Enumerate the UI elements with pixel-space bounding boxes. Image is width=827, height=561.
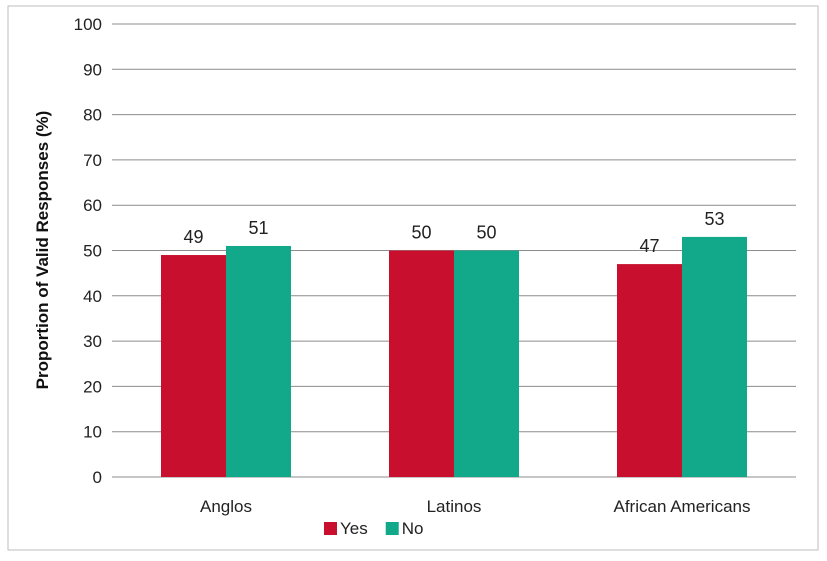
y-tick-label: 100: [74, 15, 102, 34]
legend-swatch-no: [385, 522, 399, 535]
category-labels: Anglos Latinos African Americans: [200, 497, 750, 516]
bars: [161, 236, 747, 477]
y-tick-label: 50: [83, 242, 102, 261]
legend: Yes No: [324, 519, 423, 538]
data-label: 51: [248, 218, 268, 238]
data-label: 50: [476, 223, 496, 243]
bar-yes: [617, 264, 682, 477]
y-tick-labels: 0 10 20 30 40 50 60 70 80 90 100: [74, 15, 102, 487]
y-tick-label: 10: [83, 423, 102, 442]
y-tick-label: 40: [83, 287, 102, 306]
bar-yes: [161, 255, 226, 477]
y-tick-label: 60: [83, 196, 102, 215]
y-tick-label: 0: [93, 468, 102, 487]
legend-label-yes: Yes: [340, 519, 368, 538]
bar-no: [454, 250, 519, 477]
data-label: 53: [704, 209, 724, 229]
data-labels: 49 51 50 50 47 53: [183, 209, 724, 256]
bar-no: [226, 245, 291, 477]
category-label: Latinos: [427, 497, 482, 516]
legend-swatch-yes: [324, 522, 337, 535]
category-label: African Americans: [614, 497, 751, 516]
legend-label-no: No: [402, 519, 424, 538]
bar-yes: [389, 250, 454, 477]
y-tick-label: 90: [83, 60, 102, 79]
data-label: 49: [183, 227, 203, 247]
y-tick-label: 80: [83, 106, 102, 125]
data-label: 47: [639, 236, 659, 256]
y-tick-label: 30: [83, 332, 102, 351]
bar-no: [682, 236, 747, 477]
data-label: 50: [411, 223, 431, 243]
y-axis-title: Proportion of Valid Responses (%): [33, 111, 52, 390]
y-tick-label: 20: [83, 377, 102, 396]
category-label: Anglos: [200, 497, 252, 516]
y-tick-label: 70: [83, 151, 102, 170]
